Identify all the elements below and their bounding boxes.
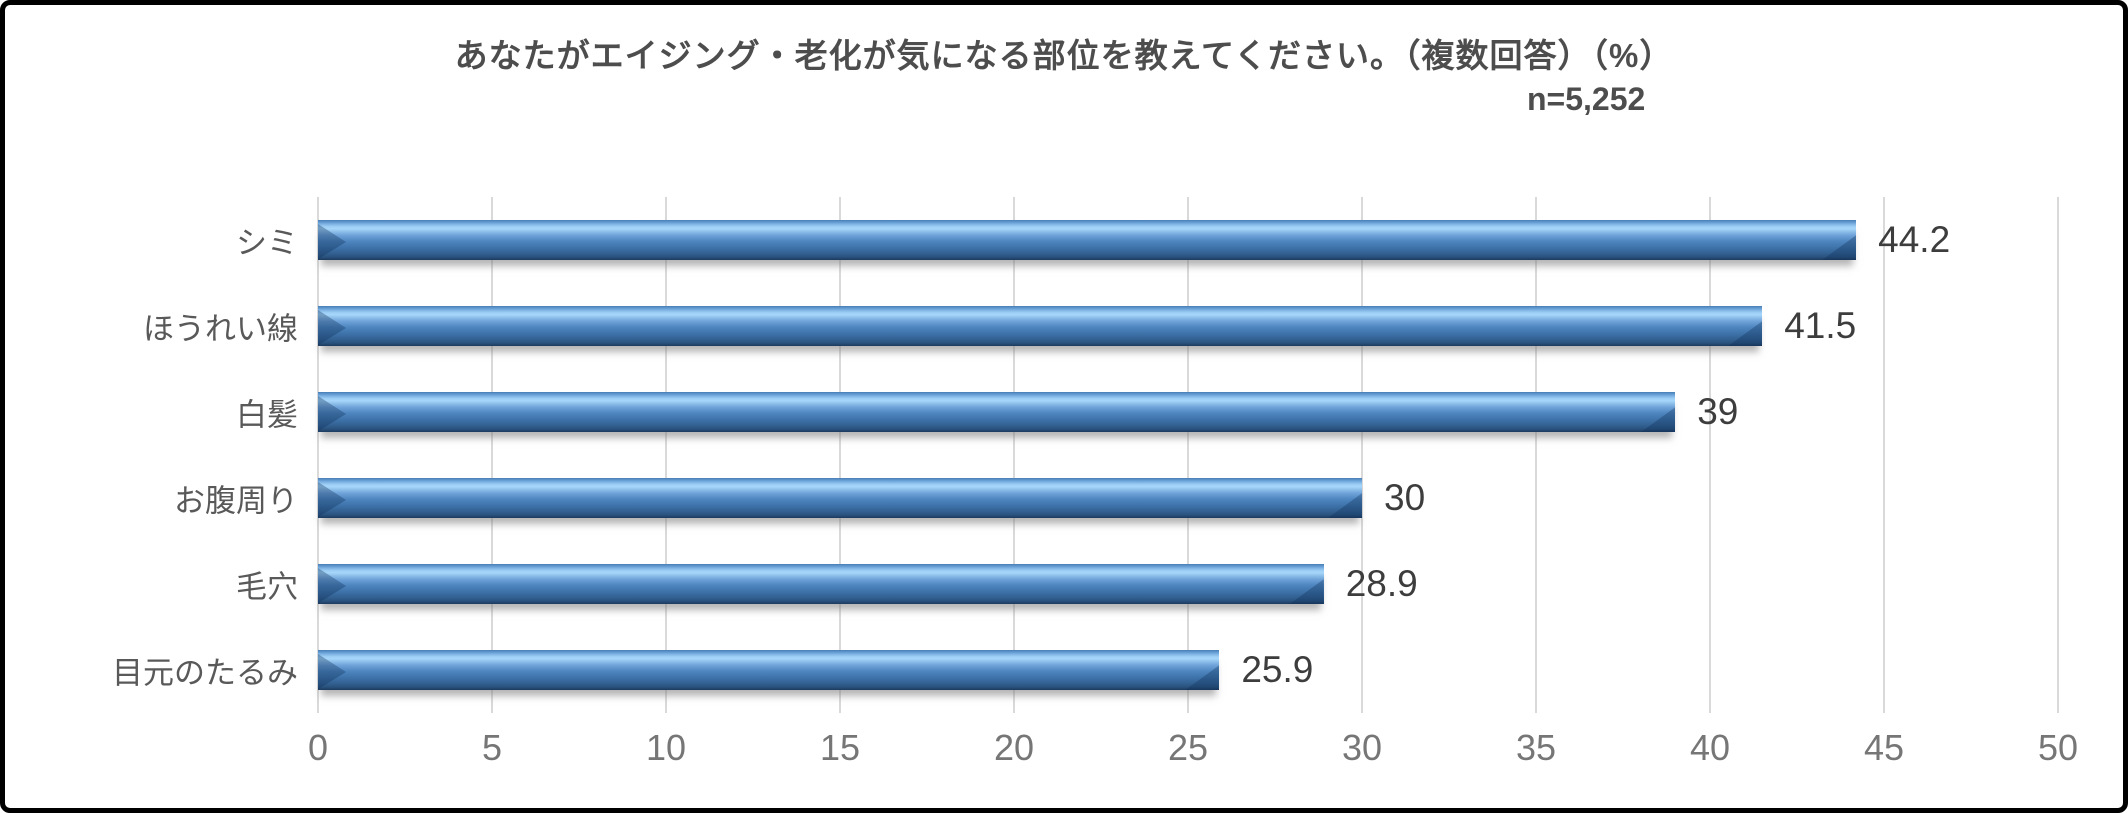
bar-row: 白髪 39 bbox=[236, 369, 2058, 455]
value-label: 44.2 bbox=[1878, 219, 1951, 260]
sample-size-label: n=5,252 bbox=[1527, 81, 1646, 117]
bar-6 bbox=[318, 650, 1220, 690]
x-axis: 0 5 10 15 20 25 30 35 40 45 50 bbox=[308, 727, 2078, 773]
value-label: 25.9 bbox=[1241, 649, 1314, 690]
x-tick-label-40: 40 bbox=[1689, 727, 1731, 768]
category-label: 毛穴 bbox=[236, 569, 298, 605]
bar-row: ほうれい線 41.5 bbox=[143, 283, 2058, 369]
gridline-50 bbox=[2057, 197, 2059, 713]
x-tick-label-30: 30 bbox=[1341, 727, 1383, 768]
bar-row: 毛穴 28.9 bbox=[236, 541, 2058, 627]
x-tick-label-5: 5 bbox=[481, 727, 503, 768]
gridline-30 bbox=[1361, 197, 1363, 713]
bar-3 bbox=[318, 392, 1676, 432]
category-label: お腹周り bbox=[174, 483, 298, 519]
bar-5 bbox=[318, 564, 1324, 604]
x-tick-label-15: 15 bbox=[819, 727, 861, 768]
x-tick-label-20: 20 bbox=[993, 727, 1035, 768]
x-tick-label-0: 0 bbox=[307, 727, 329, 768]
bar-1 bbox=[318, 220, 1857, 260]
bar-row: シミ 44.2 bbox=[236, 197, 2058, 283]
x-tick-label-10: 10 bbox=[645, 727, 687, 768]
category-label: 目元のたるみ bbox=[112, 655, 298, 691]
gridline-25 bbox=[1187, 197, 1189, 713]
gridline-45 bbox=[1883, 197, 1885, 713]
category-label: 白髪 bbox=[236, 397, 298, 433]
value-label: 41.5 bbox=[1784, 305, 1857, 346]
bar-4 bbox=[318, 478, 1362, 518]
bar-row: 目元のたるみ 25.9 bbox=[112, 627, 2058, 713]
gridline-40 bbox=[1709, 197, 1711, 713]
gridline-5 bbox=[491, 197, 493, 713]
gridline-35 bbox=[1535, 197, 1537, 713]
value-label: 30 bbox=[1384, 477, 1426, 518]
x-tick-label-35: 35 bbox=[1515, 727, 1557, 768]
x-tick-label-25: 25 bbox=[1167, 727, 1209, 768]
value-label: 28.9 bbox=[1345, 563, 1418, 604]
bar-rows: シミ 44.2 ほうれい線 41.5 白髪 39 お腹周り 30 毛穴 28.9 目元のたるみ 25.… bbox=[112, 197, 2058, 713]
gridline-15 bbox=[839, 197, 841, 713]
category-label: ほうれい線 bbox=[143, 311, 298, 347]
bar-2 bbox=[318, 306, 1763, 346]
value-label: 39 bbox=[1697, 391, 1739, 432]
gridline-0 bbox=[317, 197, 319, 713]
bar-row: お腹周り 30 bbox=[174, 455, 2058, 541]
gridline-10 bbox=[665, 197, 667, 713]
x-tick-label-50: 50 bbox=[2037, 727, 2079, 768]
x-tick-label-45: 45 bbox=[1863, 727, 1905, 768]
category-label: シミ bbox=[236, 225, 298, 261]
chart-title: あなたがエイジング・老化が気になる部位を教えてください。（複数回答）（%） bbox=[454, 37, 1674, 74]
gridline-20 bbox=[1013, 197, 1015, 713]
plot-area: シミ 44.2 ほうれい線 41.5 白髪 39 お腹周り 30 毛穴 28.9 目元のたるみ 25.… bbox=[112, 197, 2059, 713]
